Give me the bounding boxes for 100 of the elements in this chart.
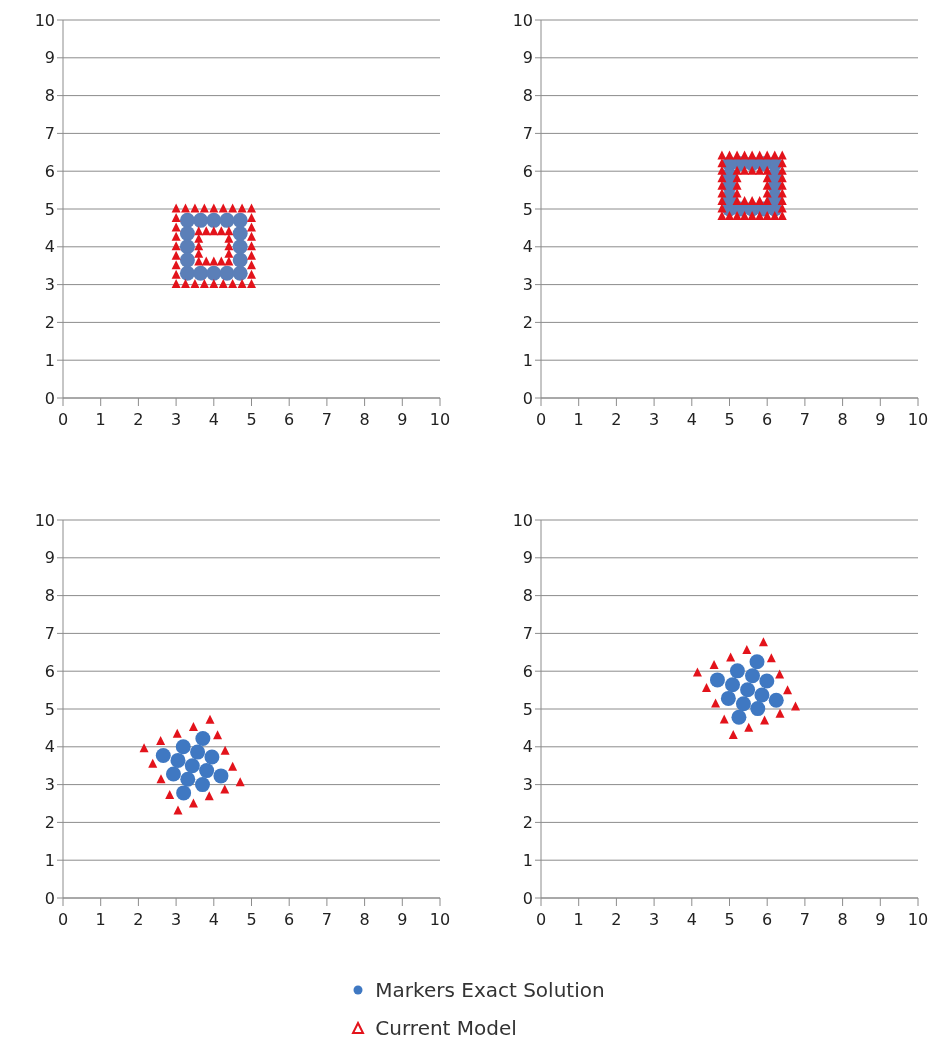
point (195, 730, 211, 746)
point (209, 203, 219, 213)
point (758, 637, 768, 647)
y-tick-label: 0 (44, 388, 55, 408)
point (228, 761, 238, 771)
point (237, 203, 247, 213)
point (775, 669, 785, 679)
y-tick-label: 0 (44, 888, 55, 908)
point (232, 265, 248, 281)
y-tick-label: 1 (522, 850, 533, 870)
point (735, 696, 751, 712)
point (224, 226, 234, 236)
point (190, 279, 200, 289)
point (148, 758, 158, 768)
x-tick-label: 8 (359, 910, 370, 930)
point (702, 683, 711, 693)
y-tick-label: 7 (44, 124, 55, 144)
x-tick-label: 4 (208, 910, 219, 930)
y-tick-label: 7 (522, 124, 533, 144)
y-tick-label: 3 (522, 775, 533, 795)
y-tick-label: 8 (522, 586, 533, 606)
point (728, 729, 738, 739)
x-tick-label: 2 (133, 910, 144, 930)
point (790, 701, 800, 711)
x-tick-label: 0 (535, 910, 547, 930)
point (247, 241, 256, 251)
x-tick-label: 5 (724, 910, 735, 930)
y-tick-label: 10 (34, 10, 55, 30)
point (768, 692, 784, 708)
x-tick-label: 10 (907, 410, 929, 430)
x-tick-label: 6 (284, 910, 295, 930)
point (247, 260, 256, 270)
point (755, 195, 765, 205)
x-tick-label: 5 (246, 910, 257, 930)
x-tick-label: 4 (686, 410, 697, 430)
y-tick-label: 3 (522, 275, 533, 295)
x-tick-label: 4 (686, 910, 697, 930)
x-tick-label: 6 (762, 410, 773, 430)
y-tick-label: 5 (44, 699, 55, 719)
point (725, 211, 734, 221)
point (156, 774, 166, 784)
y-tick-label: 5 (522, 199, 533, 219)
point (190, 203, 200, 213)
y-tick-label: 6 (44, 161, 55, 181)
x-tick-label: 0 (535, 410, 547, 430)
y-tick-label: 7 (522, 624, 533, 644)
point (725, 677, 741, 693)
x-tick-label: 9 (397, 410, 408, 430)
point (179, 239, 195, 255)
x-tick-label: 7 (321, 910, 332, 930)
point (184, 758, 200, 774)
point (717, 188, 727, 198)
x-tick-label: 2 (611, 410, 622, 430)
point (709, 672, 725, 688)
point (740, 211, 750, 221)
point (219, 265, 235, 281)
point (193, 212, 209, 228)
point (731, 709, 747, 725)
point (725, 150, 734, 160)
x-tick-label: 1 (95, 910, 106, 930)
point (740, 195, 750, 205)
y-tick-label: 6 (522, 661, 533, 681)
point (179, 226, 195, 242)
x-tick-label: 9 (875, 410, 886, 430)
point (232, 226, 248, 242)
point (199, 279, 209, 289)
point (181, 203, 191, 213)
point (165, 790, 175, 800)
point (219, 212, 235, 228)
point (747, 165, 757, 175)
point (172, 728, 182, 738)
y-tick-label: 7 (44, 624, 55, 644)
x-tick-label: 8 (359, 410, 370, 430)
point (744, 722, 754, 732)
point (732, 188, 742, 198)
point (179, 252, 195, 268)
point (759, 673, 775, 689)
y-tick-label: 8 (522, 86, 533, 106)
point (176, 785, 192, 801)
x-tick-label: 0 (57, 410, 69, 430)
point (247, 231, 256, 241)
point (717, 150, 727, 160)
point (247, 222, 256, 232)
x-tick-label: 10 (907, 910, 929, 930)
point (762, 165, 772, 175)
x-tick-label: 5 (246, 410, 257, 430)
point (247, 212, 256, 222)
point (171, 231, 181, 241)
x-tick-label: 2 (611, 910, 622, 930)
y-tick-label: 3 (44, 775, 55, 795)
point (155, 747, 171, 763)
point (156, 736, 166, 746)
y-tick-label: 9 (44, 48, 55, 68)
x-tick-label: 0 (57, 910, 69, 930)
point (179, 265, 195, 281)
x-tick-label: 3 (171, 910, 182, 930)
x-tick-label: 9 (875, 910, 886, 930)
x-tick-label: 1 (95, 410, 106, 430)
x-tick-label: 8 (837, 410, 848, 430)
y-tick-label: 3 (44, 275, 55, 295)
